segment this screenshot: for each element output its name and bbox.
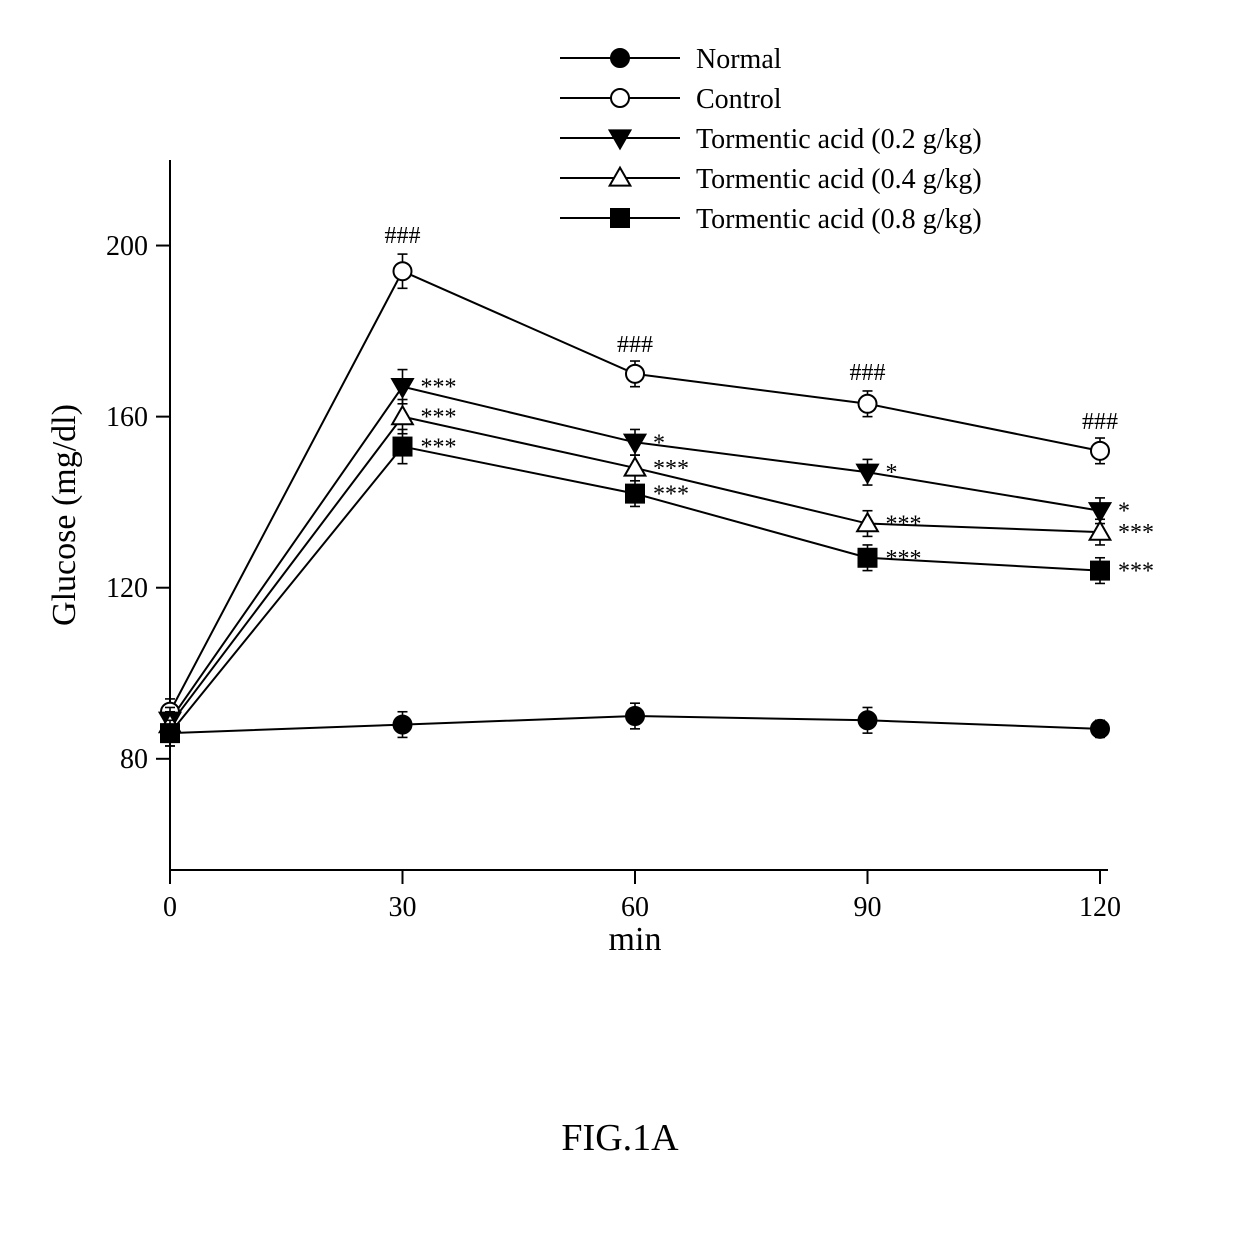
- significance-annotation: ###: [385, 223, 421, 249]
- legend-label: Tormentic acid (0.4 g/kg): [696, 164, 982, 195]
- legend-marker: [611, 209, 629, 227]
- legend-label: Tormentic acid (0.8 g/kg): [696, 204, 982, 235]
- data-point: [394, 262, 412, 280]
- data-point: [394, 716, 412, 734]
- significance-annotation: ###: [617, 332, 653, 358]
- significance-annotation: ***: [421, 375, 457, 401]
- data-point: [859, 395, 877, 413]
- data-point: [859, 711, 877, 729]
- data-point: [1091, 720, 1109, 738]
- y-tick-label: 160: [106, 402, 148, 433]
- data-point: [859, 549, 877, 567]
- legend-label: Normal: [696, 44, 782, 75]
- significance-annotation: ***: [653, 482, 689, 508]
- y-axis-label: Glucose (mg/dl): [46, 404, 83, 626]
- significance-annotation: *: [653, 430, 665, 456]
- data-point: [1091, 442, 1109, 460]
- page-container: { "figure_label": "FIG.1A", "chart": { "…: [0, 0, 1240, 1248]
- significance-annotation: ***: [886, 546, 922, 572]
- data-point: [626, 485, 644, 503]
- data-point: [626, 707, 644, 725]
- data-point: [626, 365, 644, 383]
- legend-marker: [611, 49, 629, 67]
- data-point: [161, 724, 179, 742]
- significance-annotation: ***: [421, 405, 457, 431]
- significance-annotation: ***: [653, 456, 689, 482]
- significance-annotation: ***: [421, 435, 457, 461]
- significance-annotation: *: [886, 460, 898, 486]
- glucose-chart: 0 30 60 90 120 80 120 160 200 min Glucose (mg/dl) #…: [0, 0, 1240, 1248]
- y-tick-label: 80: [120, 744, 148, 775]
- legend-label: Tormentic acid (0.2 g/kg): [696, 124, 982, 155]
- y-tick-label: 120: [106, 573, 148, 604]
- data-point: [394, 438, 412, 456]
- data-point: [1091, 562, 1109, 580]
- x-tick-label: 90: [854, 892, 882, 923]
- x-tick-label: 60: [621, 892, 649, 923]
- significance-annotation: ***: [1118, 559, 1154, 585]
- chart-background: [0, 0, 1240, 1248]
- x-tick-label: 0: [163, 892, 177, 923]
- significance-annotation: ***: [1118, 520, 1154, 546]
- legend-marker: [611, 89, 629, 107]
- legend-label: Control: [696, 84, 782, 115]
- significance-annotation: ###: [850, 360, 886, 386]
- y-tick-label: 200: [106, 231, 148, 262]
- x-axis-label: min: [609, 921, 662, 958]
- significance-annotation: ***: [886, 512, 922, 538]
- x-tick-label: 30: [389, 892, 417, 923]
- figure-label: FIG.1A: [561, 1117, 679, 1159]
- significance-annotation: ###: [1082, 409, 1118, 435]
- x-tick-label: 120: [1079, 892, 1121, 923]
